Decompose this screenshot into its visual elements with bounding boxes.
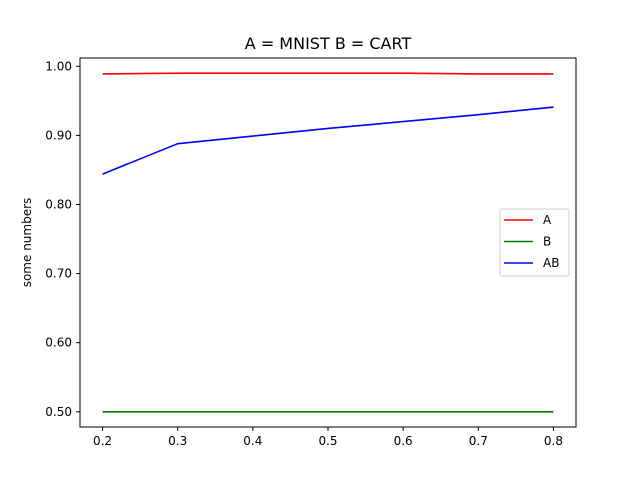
x-tick-label: 0.6 <box>394 434 413 448</box>
legend: AB AB <box>499 208 570 277</box>
y-tick-label: 0.50 <box>45 405 72 419</box>
y-axis: 0.50 0.60 0.70 0.80 0.90 1.00 <box>45 59 80 419</box>
series-layer <box>102 72 554 413</box>
x-tick-label: 0.2 <box>93 434 112 448</box>
legend-box <box>499 208 570 277</box>
legend-label-b: B <box>543 235 551 249</box>
y-tick-label: 1.00 <box>45 59 72 73</box>
series-line-ab <box>102 106 554 175</box>
x-tick-label: 0.3 <box>168 434 187 448</box>
x-axis: 0.2 0.3 0.4 0.5 0.6 0.7 0.8 <box>93 427 563 448</box>
series-line-a <box>102 72 554 75</box>
chart-title: A = MNIST B = CART <box>245 34 412 53</box>
y-axis-label: some numbers <box>20 198 34 288</box>
y-tick-label: 0.60 <box>45 336 72 350</box>
x-tick-label: 0.4 <box>243 434 262 448</box>
x-tick-label: 0.5 <box>318 434 337 448</box>
y-tick-label: 0.90 <box>45 128 72 142</box>
x-tick-label: 0.8 <box>544 434 563 448</box>
y-tick-label: 0.80 <box>45 197 72 211</box>
y-tick-label: 0.70 <box>45 267 72 281</box>
x-tick-label: 0.7 <box>469 434 488 448</box>
legend-label-ab: AB <box>543 256 559 270</box>
legend-label-a: A <box>543 213 552 227</box>
